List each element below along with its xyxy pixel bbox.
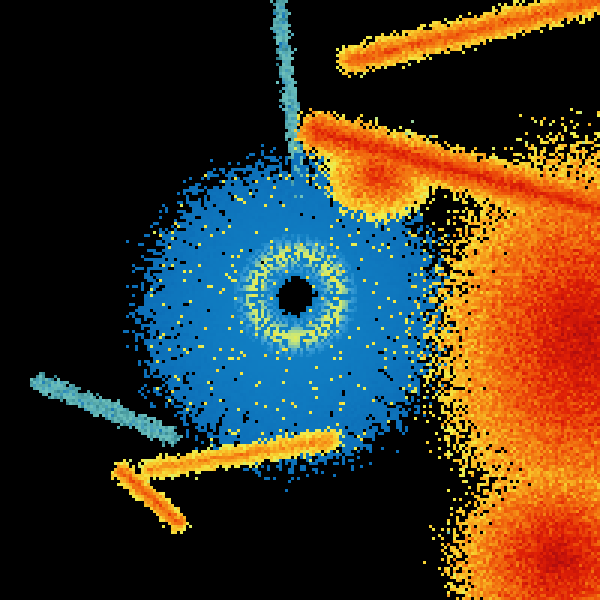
radar-image-viewport — [0, 0, 600, 600]
radar-reflectivity-canvas — [0, 0, 600, 600]
